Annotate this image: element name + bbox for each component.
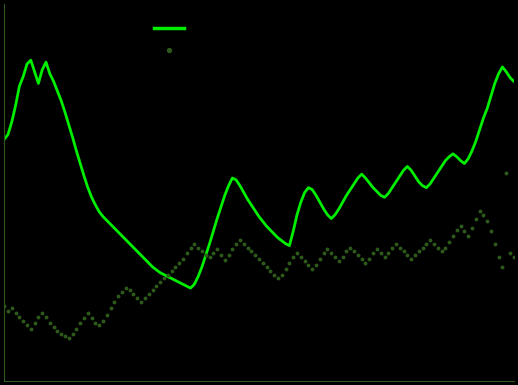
Legend: , : , — [154, 22, 189, 59]
